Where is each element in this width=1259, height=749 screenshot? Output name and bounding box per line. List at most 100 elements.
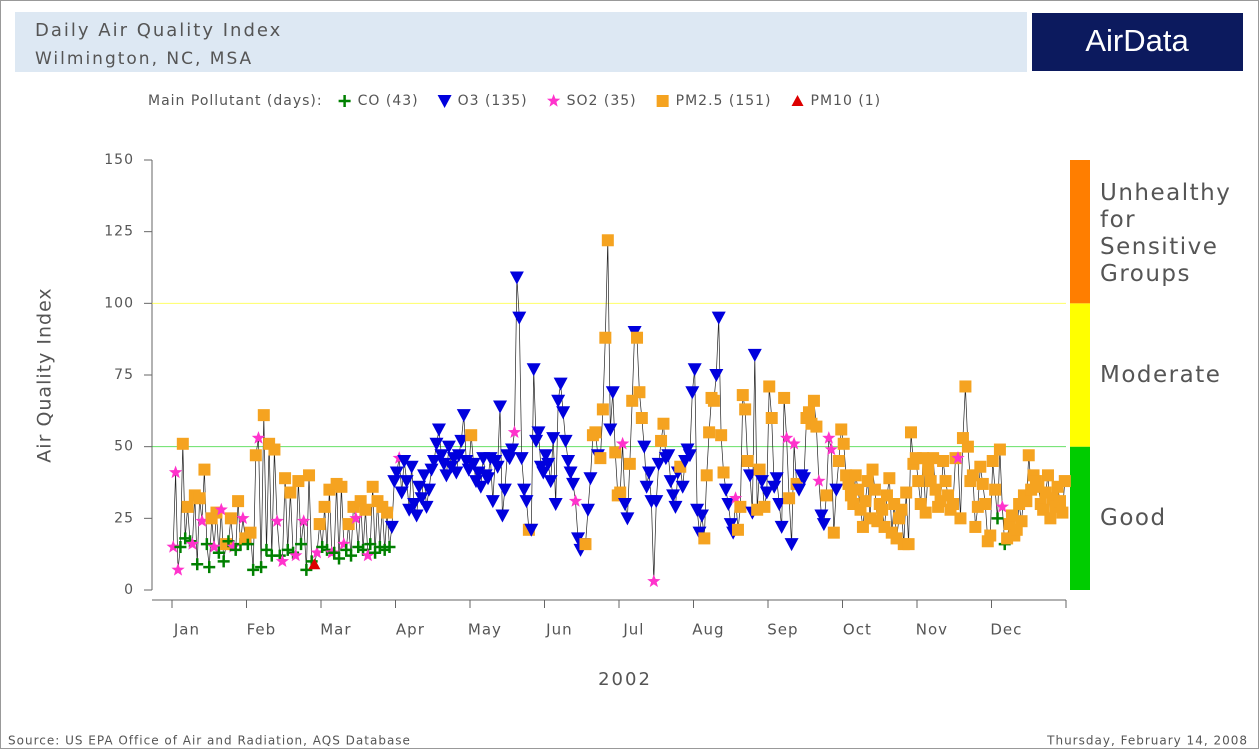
aqi-point [203, 561, 216, 574]
x-axis-label: 2002 [598, 669, 652, 690]
y-tick-label: 25 [114, 510, 134, 526]
aqi-band [1070, 303, 1090, 447]
aqi-point [682, 449, 697, 463]
aqi-point [1044, 512, 1057, 525]
aqi-point [394, 486, 409, 500]
aqi-point [303, 469, 316, 482]
aqi-point [210, 506, 223, 519]
aqi-point [902, 538, 915, 551]
aqi-point [536, 466, 551, 480]
aqi-point [927, 452, 940, 465]
aqi-point [698, 532, 711, 545]
aqi-point [260, 543, 273, 556]
aqi-point [366, 480, 379, 493]
aqi-point [292, 475, 305, 488]
x-tick-label: Jun [545, 621, 572, 639]
aqi-point [381, 506, 394, 519]
y-tick-label: 150 [104, 152, 134, 168]
aqi-point [603, 423, 618, 437]
aqi-point [566, 477, 581, 491]
legend-label: CO (43) [358, 93, 419, 109]
aqi-point [615, 436, 630, 450]
aqi-point [772, 498, 787, 511]
chart-title: Daily Air Quality Index [35, 20, 282, 41]
aqi-point [232, 495, 245, 508]
band-label: Unhealthy for Sensitive Groups [1100, 180, 1232, 287]
aqi-point [599, 331, 612, 344]
aqi-point [663, 475, 678, 489]
aqi-point [397, 455, 412, 468]
aqi-point [295, 538, 308, 551]
aqi-point [531, 426, 546, 440]
aqi-point [797, 472, 812, 486]
aqi-point [787, 436, 801, 450]
aqi-point [359, 503, 372, 516]
aqi-point [236, 511, 250, 524]
aqi-point [1005, 509, 1018, 522]
aqi-point [207, 540, 221, 553]
y-tick-label: 75 [114, 367, 134, 383]
aqi-point [543, 475, 558, 489]
aqi-point [226, 540, 240, 553]
aqi-point [868, 483, 881, 496]
aqi-point [866, 463, 879, 476]
aqi-point [666, 489, 681, 503]
aqi-point [384, 520, 399, 534]
aqi-point [168, 465, 183, 479]
aqi-point [618, 498, 633, 511]
aqi-point [685, 386, 700, 400]
aqi-point [502, 452, 517, 466]
aqi-point [399, 475, 414, 489]
aqi-point [802, 406, 815, 419]
aqi-point [297, 514, 311, 527]
aqi-point [524, 523, 539, 537]
aqi-point [1020, 495, 1033, 508]
aqi-point [419, 500, 434, 514]
aqi-point [268, 443, 281, 456]
legend-marker [656, 95, 669, 107]
aqi-point [191, 558, 204, 571]
x-tick-label: Oct [843, 621, 872, 639]
aqi-point [422, 483, 437, 497]
aqi-point [747, 348, 762, 362]
aqi-point [541, 457, 556, 471]
aqi-point [784, 538, 799, 552]
aqi-point [758, 500, 771, 513]
aqi-point [900, 486, 913, 499]
y-tick-label: 125 [104, 224, 134, 240]
aqi-point [951, 451, 965, 464]
aqi-point [721, 498, 736, 511]
aqi-point [441, 440, 456, 454]
aqi-point [424, 463, 439, 477]
legend-marker [338, 95, 351, 107]
aqi-point [929, 483, 942, 496]
aqi-point [822, 431, 836, 444]
aqi-point [185, 537, 200, 550]
aqi-point [251, 431, 266, 444]
aqi-point [546, 432, 561, 446]
aqi-point [526, 363, 541, 377]
aqi-point [668, 500, 683, 514]
aqi-point [387, 475, 402, 489]
aqi-point [717, 466, 730, 479]
aqi-point [451, 449, 466, 463]
aqi-point [852, 483, 865, 496]
x-tick-label: Sep [767, 621, 798, 639]
aqi-point [465, 429, 478, 442]
aqi-point [614, 486, 627, 499]
x-tick-label: Jul [622, 621, 644, 639]
x-tick-label: Aug [692, 621, 724, 639]
aqi-point [829, 483, 844, 497]
aqi-point [812, 474, 826, 487]
aqi-point [687, 363, 702, 377]
y-tick-label: 100 [104, 295, 134, 311]
aqi-point [594, 452, 607, 465]
aqi-point [244, 526, 257, 539]
aqi-point [579, 538, 592, 551]
aqi-point [736, 389, 749, 402]
aqi-point [675, 480, 690, 494]
aqi-point [497, 483, 512, 497]
aqi-point [765, 412, 778, 424]
aqi-point [383, 541, 396, 553]
